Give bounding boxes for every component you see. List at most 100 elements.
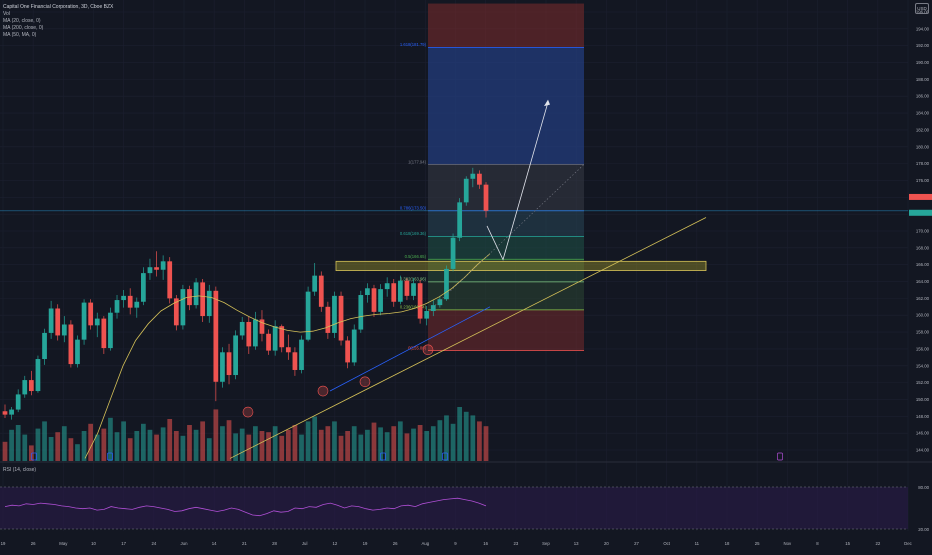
fib-level-label: 0.618(169.36): [400, 231, 427, 236]
time-axis-label: 9: [454, 541, 457, 546]
candle-body: [147, 267, 153, 274]
trendline-yellow: [229, 217, 707, 459]
touch-point-marker: [242, 406, 254, 418]
candle-body: [450, 237, 456, 269]
projection-path: [486, 102, 549, 261]
volume-bar: [127, 438, 133, 461]
volume-bar: [154, 434, 159, 461]
candle-body: [424, 311, 430, 319]
candle-body: [299, 339, 304, 370]
candle-body: [81, 302, 87, 340]
candle-body: [463, 178, 469, 203]
projection-dotted-line: [429, 164, 585, 311]
volume-bar: [463, 411, 469, 461]
time-axis-label: 18: [725, 541, 730, 546]
volume-bar: [437, 420, 443, 461]
volume-bar: [299, 434, 304, 461]
candle-body: [358, 295, 364, 330]
volume-bar: [371, 422, 377, 461]
candle-body: [279, 326, 285, 348]
candle-body: [411, 283, 416, 296]
indicator-ma200-label[interactable]: MA (200, close, 0): [3, 25, 44, 31]
indicator-ma50-label[interactable]: MA (50, MA, 0): [3, 32, 37, 38]
time-axis-label: 13: [574, 541, 579, 546]
indicator-volume-label[interactable]: Vol: [3, 11, 10, 17]
rsi-axis-label: 20.00: [918, 527, 929, 532]
fib-zone: [428, 164, 584, 211]
volume-bar: [2, 441, 8, 461]
candle-body: [140, 273, 146, 302]
time-axis-label: 12: [332, 541, 337, 546]
fib-level-label: 0.236(160.64): [400, 305, 427, 310]
candle-body: [266, 333, 271, 351]
volume-bar: [180, 435, 186, 461]
time-axis-label: 24: [151, 541, 156, 546]
touch-point-marker: [359, 376, 371, 388]
rsi-panel-label[interactable]: RSI (14, close): [3, 467, 37, 473]
volume-bar: [140, 423, 146, 461]
volume-bar: [233, 433, 238, 461]
fib-level-label: 1.618(181.79): [400, 42, 427, 47]
volume-bar: [292, 425, 298, 461]
volume-bar: [75, 444, 80, 461]
volume-bar: [312, 416, 318, 461]
candle-body: [114, 300, 120, 313]
price-axis-label: 166.00: [916, 262, 930, 267]
volume-bar: [200, 421, 206, 461]
candle-body: [121, 295, 126, 301]
time-axis-label: 28: [272, 541, 277, 546]
fib-level-label: 0.5(166.65): [405, 254, 427, 259]
volume-bar: [88, 423, 94, 461]
last-price-badge: [909, 209, 932, 216]
volume-bar: [61, 426, 67, 461]
time-axis-label: 26: [31, 541, 36, 546]
time-axis-label: 25: [755, 541, 760, 546]
candle-body: [404, 280, 410, 296]
candle-body: [371, 288, 377, 312]
volume-bar: [444, 415, 449, 461]
candle-body: [233, 335, 238, 376]
time-axis-label: Jul: [302, 541, 308, 546]
indicator-ma20-label[interactable]: MA (20, close, 0): [3, 18, 41, 24]
candle-body: [35, 359, 41, 392]
candle-body: [160, 261, 166, 270]
time-axis-label: 8: [816, 541, 819, 546]
volume-bar: [266, 432, 271, 461]
candle-body: [397, 280, 403, 302]
price-axis-label: 188.00: [916, 77, 930, 82]
volume-bar: [9, 429, 14, 461]
candle-body: [94, 318, 100, 326]
price-axis-label: 170.00: [916, 229, 930, 234]
candle-body: [253, 319, 258, 347]
event-marker: [31, 452, 37, 461]
fib-zone: [428, 47, 584, 165]
time-axis-label: 16: [483, 541, 488, 546]
candle-body: [193, 282, 199, 306]
fib-zone: [428, 3, 584, 48]
candle-body: [285, 347, 291, 353]
rsi-axis-label: 80.00: [918, 485, 929, 490]
candle-body: [200, 282, 206, 317]
volume-bar: [358, 434, 364, 461]
time-axis-label: 22: [875, 541, 880, 546]
price-axis-label: 194.00: [916, 26, 930, 31]
time-axis-label: 20: [604, 541, 609, 546]
fib-level-label: 1(177.94): [408, 159, 427, 164]
time-axis-label: Dec: [904, 541, 912, 546]
price-axis-label: 154.00: [916, 363, 930, 368]
fib-zone: [428, 309, 584, 351]
symbol-title[interactable]: Capital One Financial Corporation, 3D, C…: [3, 4, 114, 10]
volume-bar: [160, 427, 166, 461]
volume-bar: [318, 429, 324, 461]
volume-bar: [213, 409, 219, 461]
volume-bar: [173, 431, 179, 461]
price-axis-label: 164.00: [916, 279, 930, 284]
volume-bar: [108, 417, 113, 461]
price-axis-label: 144.00: [916, 448, 930, 453]
currency-badge[interactable]: USD: [915, 3, 929, 14]
volume-bar: [42, 421, 47, 461]
time-axis-label: Oct: [663, 541, 670, 546]
event-marker: [777, 452, 783, 461]
